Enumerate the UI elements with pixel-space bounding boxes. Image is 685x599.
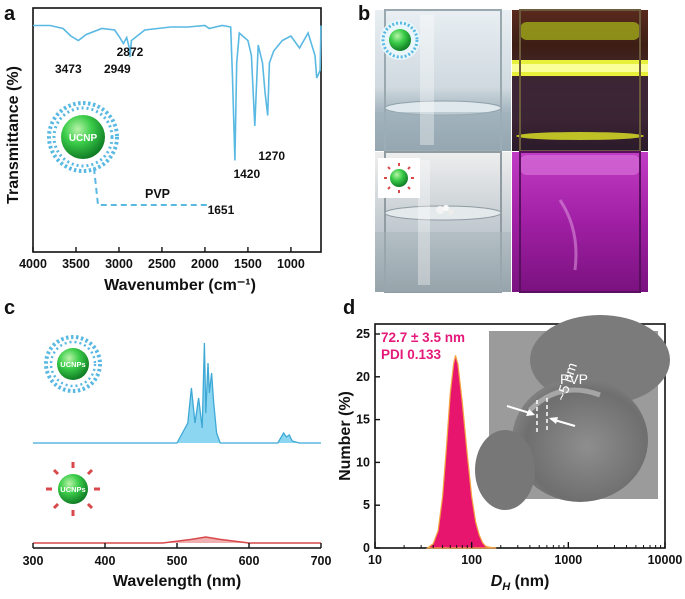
bare-particle-icon-b bbox=[378, 158, 420, 198]
emission-tick-label: 400 bbox=[95, 554, 116, 568]
ftir-spectrum-line bbox=[33, 24, 322, 161]
photo-bare-daylight bbox=[375, 151, 511, 293]
panel-label-b: b bbox=[358, 3, 370, 25]
pvp-pointer-line bbox=[93, 167, 208, 206]
pvp-particle-icon-c: UCNPs bbox=[44, 335, 102, 393]
bare-emission-fill bbox=[33, 537, 321, 543]
pvp-coated-particle-icon: UCNP bbox=[47, 101, 119, 173]
bare-particle-icon-c: UCNPs bbox=[46, 462, 100, 516]
emission-tick-label: 700 bbox=[311, 554, 332, 568]
photo-bare-nir bbox=[512, 151, 648, 293]
dls-x-ticks: 10 100 1000 10000 bbox=[368, 542, 682, 567]
arrow-right-head bbox=[549, 417, 558, 424]
dls-x-tick-label: 10 bbox=[368, 553, 382, 567]
ftir-peak-label: 1651 bbox=[208, 203, 235, 217]
emission-x-axis-label: Wavelength (nm) bbox=[113, 573, 241, 590]
pvp-emission-line bbox=[33, 342, 321, 444]
ftir-tick-label: 2000 bbox=[191, 257, 219, 271]
dls-y-tick-label: 0 bbox=[363, 541, 370, 555]
dls-x-symbol: D bbox=[491, 573, 503, 590]
dls-x-tick-label: 1000 bbox=[554, 553, 582, 567]
ftir-tick-label: 1000 bbox=[277, 257, 305, 271]
pvp-particle-icon-b bbox=[380, 20, 420, 60]
dls-distribution bbox=[425, 355, 497, 549]
emission-tick-label: 600 bbox=[239, 554, 260, 568]
dls-x-unit: (nm) bbox=[510, 573, 549, 590]
photo-pvp-daylight bbox=[375, 9, 511, 152]
dls-y-tick-label: 10 bbox=[356, 455, 370, 469]
ftir-tick-label: 3000 bbox=[105, 257, 133, 271]
ftir-peak-labels: 3473 2949 2872 1651 1420 1270 bbox=[55, 45, 285, 217]
dls-pdi-annotation: PDI 0.133 bbox=[381, 347, 442, 362]
vial-photos bbox=[375, 9, 648, 293]
ftir-frame bbox=[32, 7, 322, 253]
ftir-tick-label: 4000 bbox=[19, 257, 47, 271]
emission-tick-label: 300 bbox=[23, 554, 44, 568]
dls-y-axis-label: Number (%) bbox=[337, 391, 354, 481]
dls-y-tick-label: 15 bbox=[356, 413, 370, 427]
emission-tick-label: 500 bbox=[167, 554, 188, 568]
ftir-peak-label: 1270 bbox=[258, 149, 285, 163]
dls-x-subscript: H bbox=[502, 581, 511, 593]
dls-y-tick-label: 25 bbox=[356, 327, 370, 341]
tem-pvp-label: PVP bbox=[560, 371, 588, 387]
ftir-tick-label: 3500 bbox=[62, 257, 90, 271]
ucnps-label-bare: UCNPs bbox=[60, 485, 85, 494]
panel-label-a: a bbox=[4, 3, 16, 25]
emission-plot: 300 400 500 600 700 Wavelength (nm) UCNPs UC… bbox=[23, 335, 332, 590]
panel-label-c: c bbox=[4, 297, 15, 319]
ftir-x-axis-label: Wavenumber (cm⁻¹) bbox=[104, 277, 256, 294]
ftir-plot: 4000 3500 3000 2500 2000 1500 1000 3473 2949 287… bbox=[5, 7, 322, 294]
ftir-y-axis-label: Transmittance (%) bbox=[5, 66, 22, 204]
emission-x-ticks: 300 400 500 600 700 bbox=[23, 543, 332, 568]
dls-x-axis-label: DH (nm) bbox=[491, 573, 550, 593]
dls-size-annotation: 72.7 ± 3.5 nm bbox=[381, 330, 465, 345]
ftir-tick-label: 2500 bbox=[148, 257, 176, 271]
ucnps-label-pvp: UCNPs bbox=[60, 360, 85, 369]
ftir-peak-label: 3473 bbox=[55, 62, 82, 76]
pvp-pointer-label: PVP bbox=[145, 187, 170, 201]
tem-inset: PVP ~5 nm bbox=[475, 315, 670, 510]
dls-x-tick-label: 100 bbox=[461, 553, 482, 567]
photo-pvp-nir bbox=[512, 9, 648, 152]
ftir-x-ticks: 4000 3500 3000 2500 2000 1500 1000 bbox=[19, 247, 305, 271]
arrow-left-head bbox=[526, 409, 535, 416]
ftir-peak-label: 2872 bbox=[117, 45, 144, 59]
panel-label-d: d bbox=[343, 297, 355, 319]
dls-y-tick-label: 5 bbox=[363, 498, 370, 512]
ftir-tick-label: 1500 bbox=[234, 257, 262, 271]
ucnp-core-label: UCNP bbox=[69, 133, 98, 144]
ftir-peak-label: 2949 bbox=[104, 62, 131, 76]
dls-frame bbox=[374, 323, 666, 549]
dls-y-ticks: 0 5 10 15 20 25 bbox=[356, 327, 380, 555]
dls-plot: 10 100 1000 10000 0 5 10 15 20 25 DH (nm) Number… bbox=[337, 315, 682, 593]
dls-y-tick-label: 20 bbox=[356, 370, 370, 384]
ftir-peak-label: 1420 bbox=[233, 167, 260, 181]
dls-x-tick-label: 10000 bbox=[648, 553, 683, 567]
